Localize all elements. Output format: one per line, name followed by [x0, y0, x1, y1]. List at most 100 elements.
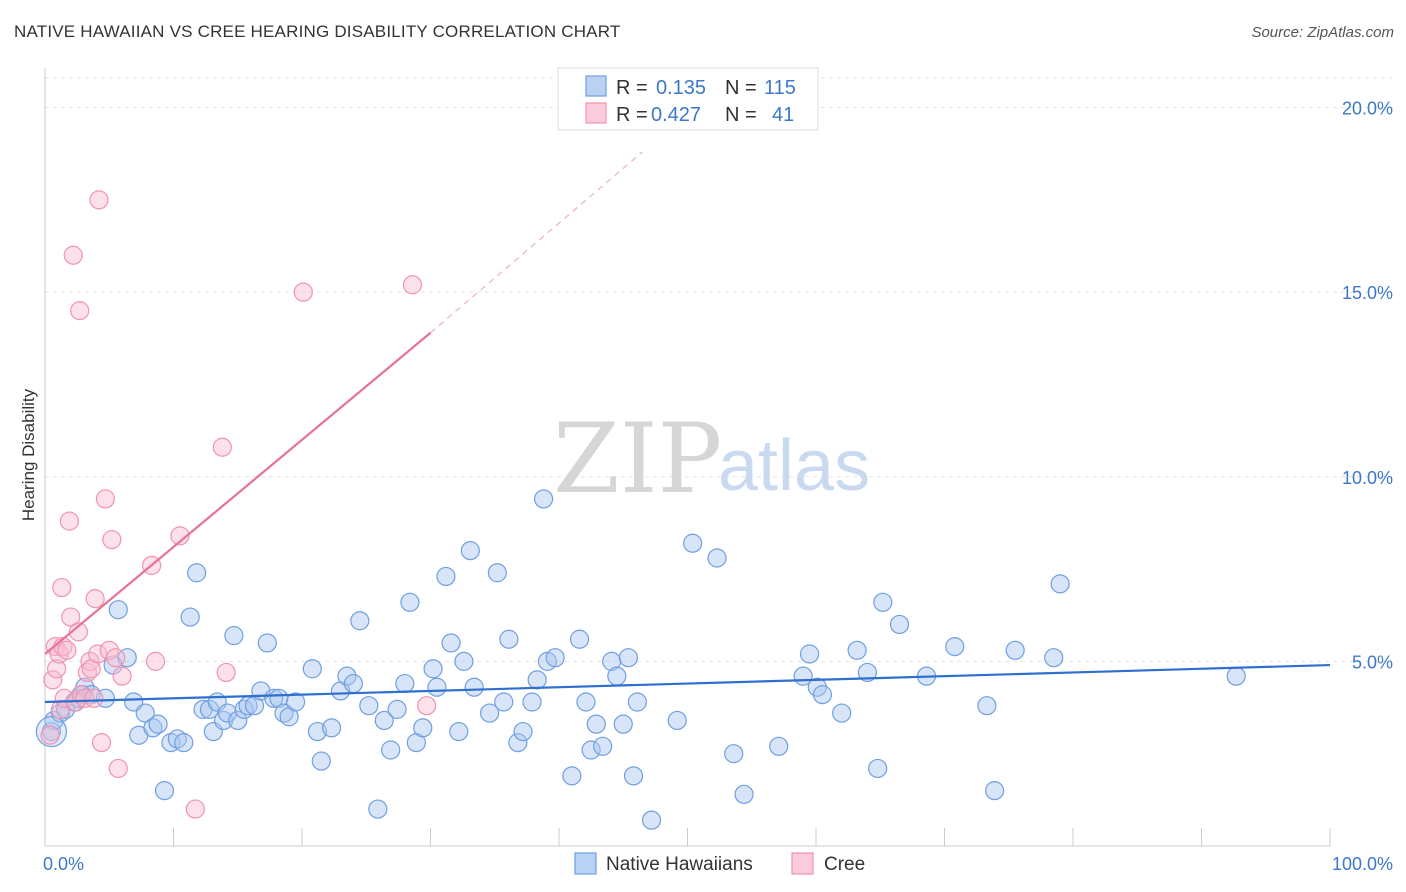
native-hawaiians-point-17	[148, 714, 168, 734]
cree-point-18	[77, 662, 98, 683]
native-hawaiians-point-58	[413, 718, 433, 738]
cree-point-5	[50, 699, 71, 719]
legend-n-label-2: N =	[725, 104, 757, 126]
native-hawaiians-point-48	[343, 673, 363, 694]
series-legend: Native Hawaiians Cree	[574, 852, 865, 875]
native-hawaiians-point-62	[441, 633, 461, 653]
native-hawaiians-point-18	[154, 781, 175, 801]
native-hawaiians-point-109	[977, 696, 997, 716]
native-hawaiians-point-21	[174, 733, 194, 753]
series-legend-swatch-pink	[791, 852, 814, 875]
native-hawaiians-point-54	[387, 699, 407, 719]
cree-point-34	[170, 526, 190, 546]
legend-swatch-pink	[585, 102, 607, 124]
native-hawaiians-point-11	[108, 600, 128, 620]
cree-point-27	[99, 640, 119, 660]
ticks-layer: 5.0% 10.0% 15.0% 20.0% 0.0% 100.0%	[43, 99, 1393, 874]
legend-swatch-blue	[585, 75, 607, 97]
cree-points	[40, 190, 437, 819]
native-hawaiians-point-114	[1226, 666, 1246, 686]
native-hawaiians-point-67	[480, 703, 500, 723]
native-hawaiians-point-68	[487, 563, 507, 583]
native-hawaiians-point-69	[494, 692, 514, 712]
native-hawaiians-point-25	[199, 699, 220, 719]
cree-point-31	[112, 666, 132, 686]
native-hawaiians-point-72	[513, 721, 533, 742]
cree-point-9	[57, 640, 77, 660]
legend-r-value-1: 0.135	[656, 77, 706, 99]
native-hawaiians-point-60	[427, 677, 447, 697]
native-hawaiians-points	[35, 489, 1246, 830]
native-hawaiians-point-22	[180, 607, 200, 627]
native-hawaiians-point-37	[264, 688, 284, 708]
legend-r-value-2: 0.427	[651, 104, 701, 126]
native-hawaiians-point-87	[618, 648, 638, 668]
cree-point-6	[52, 577, 72, 598]
legend-r-label-2: R =	[616, 104, 648, 126]
native-hawaiians-point-79	[569, 629, 590, 649]
y-axis-label: Hearing Disability	[19, 388, 38, 521]
legend-r-label-1: R =	[616, 77, 648, 99]
native-hawaiians-point-36	[257, 633, 277, 653]
native-hawaiians-point-55	[395, 673, 415, 694]
cree-trendline-extension	[430, 151, 643, 334]
cree-point-23	[88, 644, 108, 664]
watermark-atlas: atlas	[718, 426, 870, 506]
trend-layer	[44, 151, 1331, 704]
cree-point-38	[293, 282, 313, 302]
native-hawaiians-point-8	[81, 685, 101, 705]
native-hawaiians-point-51	[368, 799, 388, 819]
cree-point-25	[91, 733, 112, 753]
native-hawaiians-point-31	[228, 710, 248, 731]
cree-point-3	[46, 659, 67, 679]
native-hawaiians-point-86	[613, 714, 633, 734]
native-hawaiians-point-96	[769, 736, 789, 756]
native-hawaiians-trendline	[44, 663, 1331, 704]
chart-source: Source: ZipAtlas.com	[1251, 24, 1394, 41]
y-tick-label-2: 15.0%	[1342, 283, 1393, 303]
cree-point-15	[70, 301, 90, 321]
native-hawaiians-point-49	[350, 611, 370, 631]
native-hawaiians-point-75	[533, 489, 554, 509]
series-legend-swatch-blue	[574, 852, 597, 875]
native-hawaiians-point-63	[449, 721, 469, 742]
native-hawaiians-point-101	[832, 703, 852, 723]
cree-point-36	[212, 437, 232, 457]
native-hawaiians-point-56	[400, 592, 420, 612]
cree-point-0	[40, 725, 60, 745]
native-hawaiians-point-43	[307, 721, 328, 742]
native-hawaiians-point-1	[44, 710, 64, 731]
native-hawaiians-point-104	[868, 758, 888, 779]
cree-point-14	[68, 622, 89, 642]
cree-point-10	[59, 511, 80, 531]
y-tick-label-3: 20.0%	[1342, 99, 1393, 119]
native-hawaiians-point-95	[734, 784, 754, 804]
cree-point-29	[106, 648, 126, 668]
native-hawaiians-point-47	[337, 666, 357, 686]
native-hawaiians-point-91	[667, 710, 687, 731]
native-hawaiians-point-16	[143, 718, 163, 738]
native-hawaiians-point-81	[581, 740, 601, 760]
cree-point-40	[417, 696, 437, 716]
native-hawaiians-point-112	[1044, 648, 1064, 668]
cree-point-26	[95, 489, 115, 509]
cree-trendline	[44, 331, 432, 655]
native-hawaiians-point-102	[847, 640, 867, 660]
native-hawaiians-point-15	[135, 703, 155, 723]
axes-layer	[44, 68, 1331, 847]
grid-layer	[45, 77, 1392, 662]
native-hawaiians-point-42	[302, 659, 322, 679]
legend-n-label-1: N =	[725, 77, 757, 99]
native-hawaiians-point-65	[460, 541, 480, 561]
cree-point-35	[185, 799, 205, 819]
native-hawaiians-point-105	[873, 592, 893, 612]
cree-point-39	[402, 275, 423, 295]
legend-n-value-2: 41	[772, 104, 794, 126]
series-legend-native-hawaiians: Native Hawaiians	[606, 854, 753, 875]
watermark-zip: ZIP	[553, 403, 722, 515]
native-hawaiians-point-94	[724, 744, 744, 764]
native-hawaiians-point-41	[285, 692, 306, 712]
native-hawaiians-point-12	[117, 648, 137, 668]
native-hawaiians-point-32	[234, 699, 254, 719]
native-hawaiians-point-5	[68, 688, 89, 708]
